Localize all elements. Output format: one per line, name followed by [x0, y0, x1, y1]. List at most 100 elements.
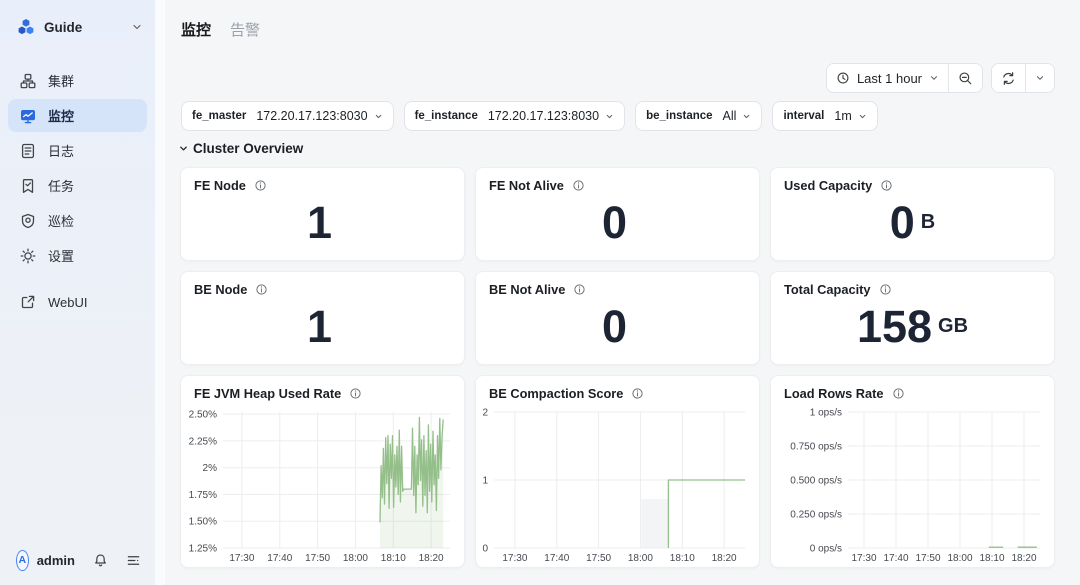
- time-range-picker[interactable]: Last 1 hour: [826, 64, 948, 92]
- content-scroll-gutter[interactable]: [155, 0, 165, 585]
- info-icon[interactable]: [573, 283, 586, 296]
- filter-bar: fe_master 172.20.17.123:8030 fe_instance…: [181, 101, 878, 131]
- section-cluster-overview[interactable]: Cluster Overview: [178, 141, 303, 156]
- filter-value: 172.20.17.123:8030: [487, 109, 600, 123]
- info-icon[interactable]: [892, 387, 905, 400]
- refresh-interval-dropdown[interactable]: [1026, 64, 1054, 92]
- fe-jvm-heap-used-rate-chart[interactable]: 17:30 17:40 17:50 18:00 18:10 18:20 2.50% 2.25%…: [183, 405, 458, 567]
- info-icon[interactable]: [631, 387, 644, 400]
- guide-logo-icon: [16, 17, 36, 37]
- main-content: 监控 告警 Last 1 hour: [165, 0, 1080, 585]
- sidebar-nav: 集群 监控: [0, 63, 155, 318]
- settings-gear-icon: [20, 248, 36, 264]
- avatar[interactable]: A: [16, 549, 29, 571]
- workspace-name: Guide: [44, 19, 83, 35]
- svg-text:17:50: 17:50: [305, 553, 330, 564]
- clock-icon: [836, 71, 850, 85]
- refresh-group: [991, 63, 1055, 93]
- chevron-down-icon: [858, 112, 867, 121]
- filter-be-instance[interactable]: be_instance All: [635, 101, 763, 131]
- svg-text:18:20: 18:20: [419, 553, 444, 564]
- tab-monitoring[interactable]: 监控: [181, 22, 212, 39]
- stat-card-be-not-alive: BE Not Alive 0: [475, 271, 760, 365]
- inspection-shield-icon: [20, 213, 36, 229]
- logs-icon: [20, 143, 36, 159]
- stat-unit: B: [920, 211, 936, 233]
- time-range-label: Last 1 hour: [856, 70, 922, 86]
- be-compaction-score-chart[interactable]: 17:30 17:40 17:50 18:00 18:10 18:20 2 1 0: [478, 405, 753, 567]
- stat-value: 0: [601, 301, 628, 352]
- stat-title: FE Not Alive: [489, 178, 564, 193]
- page-tabs: 监控 告警: [181, 19, 260, 40]
- svg-text:18:20: 18:20: [1011, 553, 1036, 564]
- chevron-down-icon: [131, 21, 143, 33]
- chart-card-fe-jvm-heap-used-rate: FE JVM Heap Used Rate 17:30 17:40 17:50 18:…: [180, 375, 465, 568]
- filter-value: 1m: [834, 109, 852, 123]
- user-row: A admin: [0, 535, 155, 585]
- filter-interval[interactable]: interval 1m: [772, 101, 878, 131]
- filter-label: interval: [783, 110, 825, 122]
- stat-value: 0: [601, 197, 628, 248]
- svg-text:0.500 ops/s: 0.500 ops/s: [790, 476, 842, 487]
- sidebar-item-label: 集群: [48, 74, 75, 89]
- svg-text:17:30: 17:30: [229, 553, 254, 564]
- filter-fe-instance[interactable]: fe_instance 172.20.17.123:8030: [403, 101, 626, 131]
- info-icon[interactable]: [255, 283, 268, 296]
- chart-title: Load Rows Rate: [784, 386, 884, 401]
- chevron-down-icon: [178, 143, 189, 154]
- refresh-button[interactable]: [992, 64, 1025, 92]
- info-icon[interactable]: [879, 283, 892, 296]
- chart-title: BE Compaction Score: [489, 386, 624, 401]
- load-rows-rate-chart[interactable]: 17:30 17:40 17:50 18:00 18:10 18:20 1 ops/s 0.7…: [773, 405, 1048, 567]
- chevron-down-icon: [929, 73, 939, 83]
- svg-text:17:40: 17:40: [267, 553, 292, 564]
- svg-text:2: 2: [482, 408, 488, 419]
- collapse-menu-icon[interactable]: [126, 553, 141, 568]
- divider: [948, 64, 949, 92]
- sidebar-item-label: 日志: [48, 144, 75, 159]
- stat-value: 158: [856, 301, 933, 352]
- svg-text:0 ops/s: 0 ops/s: [810, 544, 842, 555]
- tab-alerts[interactable]: 告警: [230, 22, 261, 39]
- sidebar-item-logs[interactable]: 日志: [8, 134, 147, 167]
- stat-value: 1: [306, 301, 333, 352]
- section-title: Cluster Overview: [193, 141, 304, 156]
- sidebar-item-settings[interactable]: 设置: [8, 239, 147, 272]
- sidebar-item-monitoring[interactable]: 监控: [8, 99, 147, 132]
- info-icon[interactable]: [349, 387, 362, 400]
- sidebar-item-webui[interactable]: WebUI: [8, 287, 147, 317]
- stat-title: BE Node: [194, 282, 248, 297]
- sidebar-item-inspection[interactable]: 巡检: [8, 204, 147, 237]
- filter-label: fe_master: [192, 110, 247, 122]
- time-controls: Last 1 hour: [825, 63, 1055, 93]
- monitor-icon: [20, 108, 36, 124]
- svg-text:17:50: 17:50: [915, 553, 940, 564]
- sidebar-item-tasks[interactable]: 任务: [8, 169, 147, 202]
- stat-card-total-capacity: Total Capacity 158 GB: [770, 271, 1055, 365]
- svg-text:1 ops/s: 1 ops/s: [810, 408, 842, 419]
- chevron-down-icon: [605, 112, 614, 121]
- notifications-bell-icon[interactable]: [93, 553, 108, 568]
- info-icon[interactable]: [880, 179, 893, 192]
- sidebar-item-label: 监控: [48, 109, 75, 124]
- svg-text:18:20: 18:20: [712, 553, 737, 564]
- svg-text:1.75%: 1.75%: [189, 490, 217, 501]
- svg-text:1.25%: 1.25%: [189, 544, 217, 555]
- svg-text:17:30: 17:30: [851, 553, 876, 564]
- sidebar-item-label: 任务: [48, 179, 75, 194]
- info-icon[interactable]: [254, 179, 267, 192]
- svg-text:0.250 ops/s: 0.250 ops/s: [790, 510, 842, 521]
- stat-unit: GB: [938, 315, 969, 337]
- sidebar-item-cluster[interactable]: 集群: [8, 64, 147, 97]
- chevron-down-icon: [742, 112, 751, 121]
- user-name: admin: [36, 552, 75, 568]
- svg-text:18:00: 18:00: [628, 553, 653, 564]
- zoom-out-button[interactable]: [949, 64, 982, 92]
- sidebar-item-label: 巡检: [48, 214, 75, 229]
- info-icon[interactable]: [572, 179, 585, 192]
- filter-fe-master[interactable]: fe_master 172.20.17.123:8030: [181, 101, 394, 131]
- chart-card-load-rows-rate: Load Rows Rate 17:30 17:40 17:50 18:00 18:10…: [770, 375, 1055, 568]
- stat-card-fe-node: FE Node 1: [180, 167, 465, 261]
- svg-text:17:40: 17:40: [544, 553, 569, 564]
- workspace-switcher[interactable]: Guide: [0, 0, 155, 51]
